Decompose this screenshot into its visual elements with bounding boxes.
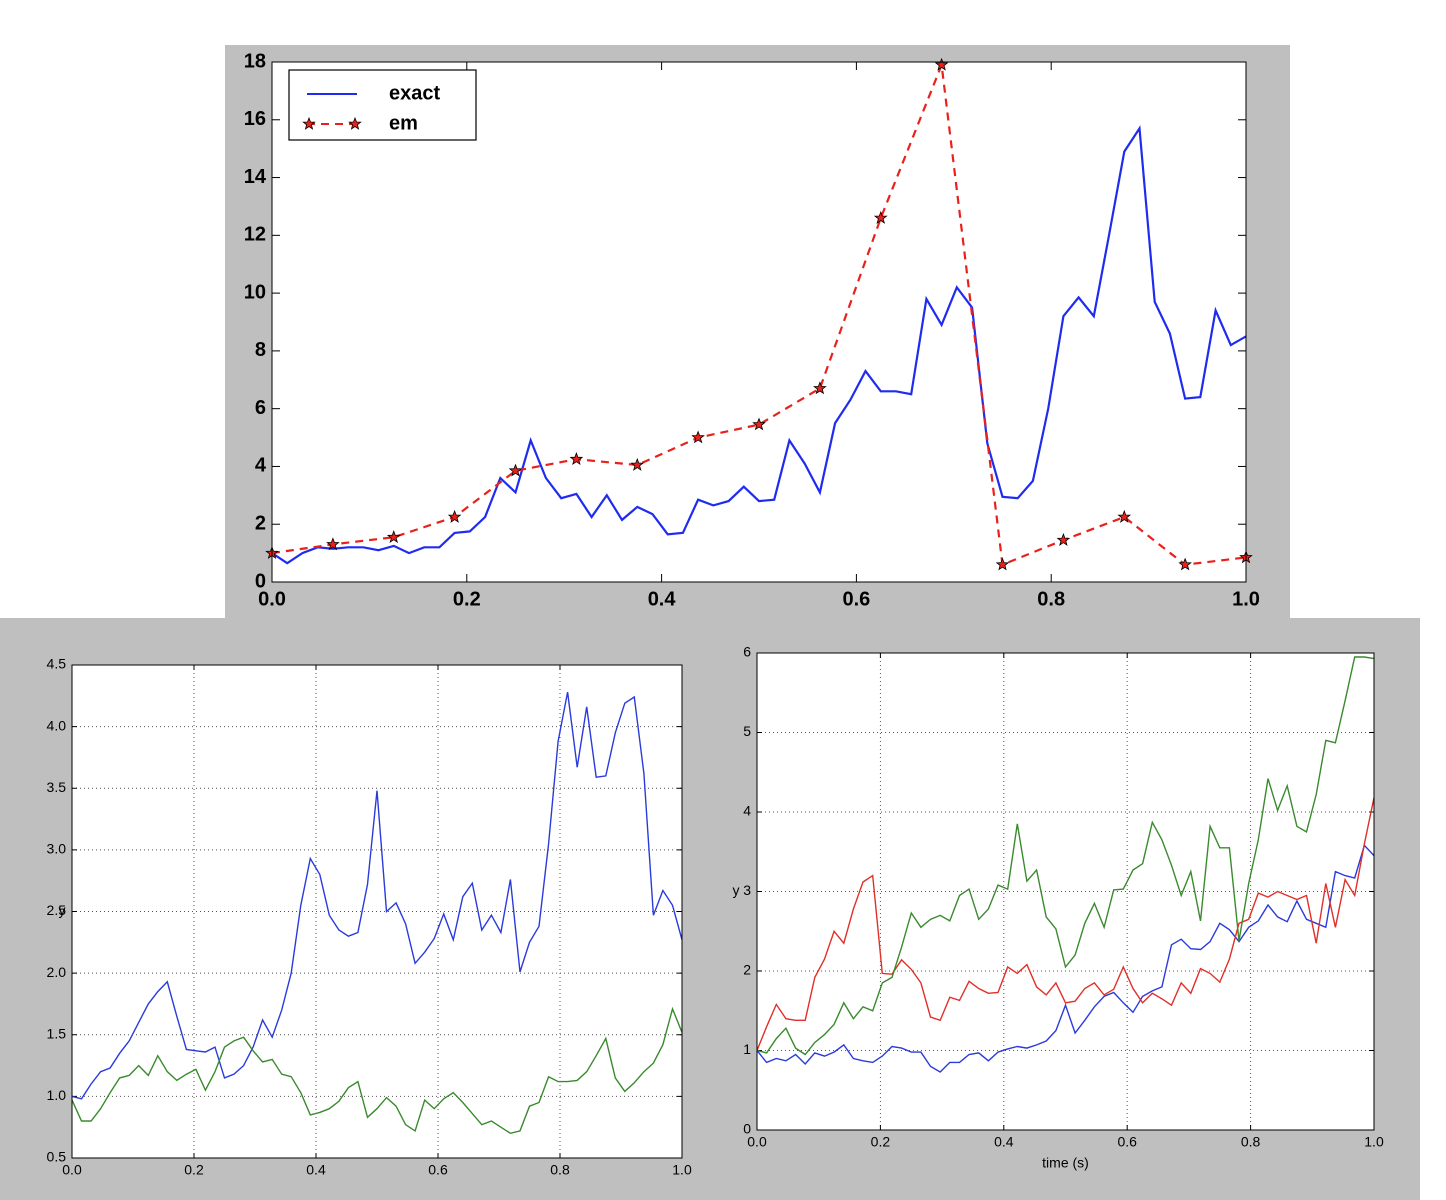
- star-marker: [386, 530, 401, 544]
- legend-marker: [302, 116, 316, 130]
- x-tick-label: 0.0: [62, 1161, 82, 1177]
- star-marker: [326, 537, 340, 551]
- y-tick-label: 18: [244, 50, 266, 72]
- y-tick-label: 6: [255, 397, 266, 419]
- x-tick-label: 0.6: [428, 1161, 448, 1177]
- y-tick-label: 4: [743, 803, 751, 819]
- x-tick-label: 0.6: [1117, 1133, 1137, 1149]
- x-tick-label: 0.6: [842, 588, 870, 610]
- series-line: [272, 125, 1246, 565]
- legend-marker: [348, 116, 362, 130]
- x-tick-label: 1.0: [672, 1161, 692, 1177]
- y-tick-label: 2: [255, 513, 266, 535]
- star-marker: [569, 452, 584, 466]
- star-marker: [1117, 509, 1132, 523]
- plot-frame: [271, 61, 1247, 583]
- y-tick-label: 1: [743, 1041, 751, 1057]
- series-line: [72, 1006, 682, 1135]
- plot-area: [272, 62, 1246, 582]
- star-marker: [1056, 532, 1071, 546]
- plot-frame: [756, 652, 1375, 1131]
- x-tick-label: 0.8: [550, 1161, 570, 1177]
- y-tick-label: 4.5: [47, 656, 67, 672]
- y-tick-label: 2.5: [47, 902, 67, 918]
- star-marker: [934, 57, 949, 71]
- y-tick-label: 0: [255, 570, 266, 592]
- y-tick-label: 16: [244, 108, 266, 130]
- y-tick-label: 6: [743, 644, 751, 660]
- series-line: [757, 844, 1374, 1073]
- y-tick-label: 8: [255, 339, 266, 361]
- y-tick-label: 0.5: [47, 1149, 67, 1165]
- star-marker: [691, 430, 705, 444]
- series-line: [757, 797, 1374, 1051]
- star-marker: [508, 463, 523, 477]
- star-marker: [630, 457, 645, 471]
- y-tick-label: 0: [743, 1121, 751, 1137]
- y-tick-label: 3.0: [47, 841, 67, 857]
- y-tick-label: 3: [743, 882, 751, 898]
- y-tick-label: 10: [244, 281, 266, 303]
- legend-box: [288, 69, 477, 141]
- y-tick-label: 2.0: [47, 964, 67, 980]
- x-tick-label: 0.4: [994, 1133, 1014, 1149]
- x-tick-label: 0.4: [648, 588, 677, 610]
- y-axis-label: y: [733, 882, 740, 898]
- series-line: [757, 656, 1374, 1056]
- legend-label: exact: [389, 82, 440, 104]
- y-tick-label: 1.0: [47, 1087, 67, 1103]
- y-tick-label: 12: [244, 224, 266, 246]
- y-tick-label: 1.5: [47, 1025, 67, 1041]
- x-tick-label: 0.0: [258, 588, 286, 610]
- y-tick-label: 4.0: [47, 717, 67, 733]
- star-marker: [873, 210, 888, 224]
- x-tick-label: 0.2: [184, 1161, 204, 1177]
- y-axis-label: y: [59, 902, 66, 918]
- x-tick-label: 0.4: [306, 1161, 326, 1177]
- plot-frame: [71, 664, 683, 1159]
- x-tick-label: 0.0: [747, 1133, 767, 1149]
- x-tick-label: 1.0: [1364, 1133, 1384, 1149]
- y-tick-label: 2: [743, 962, 751, 978]
- star-marker: [813, 381, 827, 395]
- star-marker: [995, 557, 1010, 571]
- x-tick-label: 0.2: [871, 1133, 891, 1149]
- legend-label: em: [389, 112, 418, 134]
- x-tick-label: 0.8: [1241, 1133, 1261, 1149]
- star-marker: [752, 417, 766, 431]
- y-tick-label: 14: [244, 166, 267, 188]
- y-tick-label: 4: [255, 455, 267, 477]
- x-axis-label: time (s): [1042, 1155, 1089, 1171]
- x-tick-label: 1.0: [1232, 588, 1260, 610]
- series-line: [72, 691, 682, 1100]
- y-tick-label: 3.5: [47, 779, 67, 795]
- x-tick-label: 0.2: [453, 588, 481, 610]
- star-marker: [1178, 557, 1192, 571]
- star-marker: [447, 509, 462, 523]
- y-tick-label: 5: [743, 723, 751, 739]
- x-tick-label: 0.8: [1037, 588, 1065, 610]
